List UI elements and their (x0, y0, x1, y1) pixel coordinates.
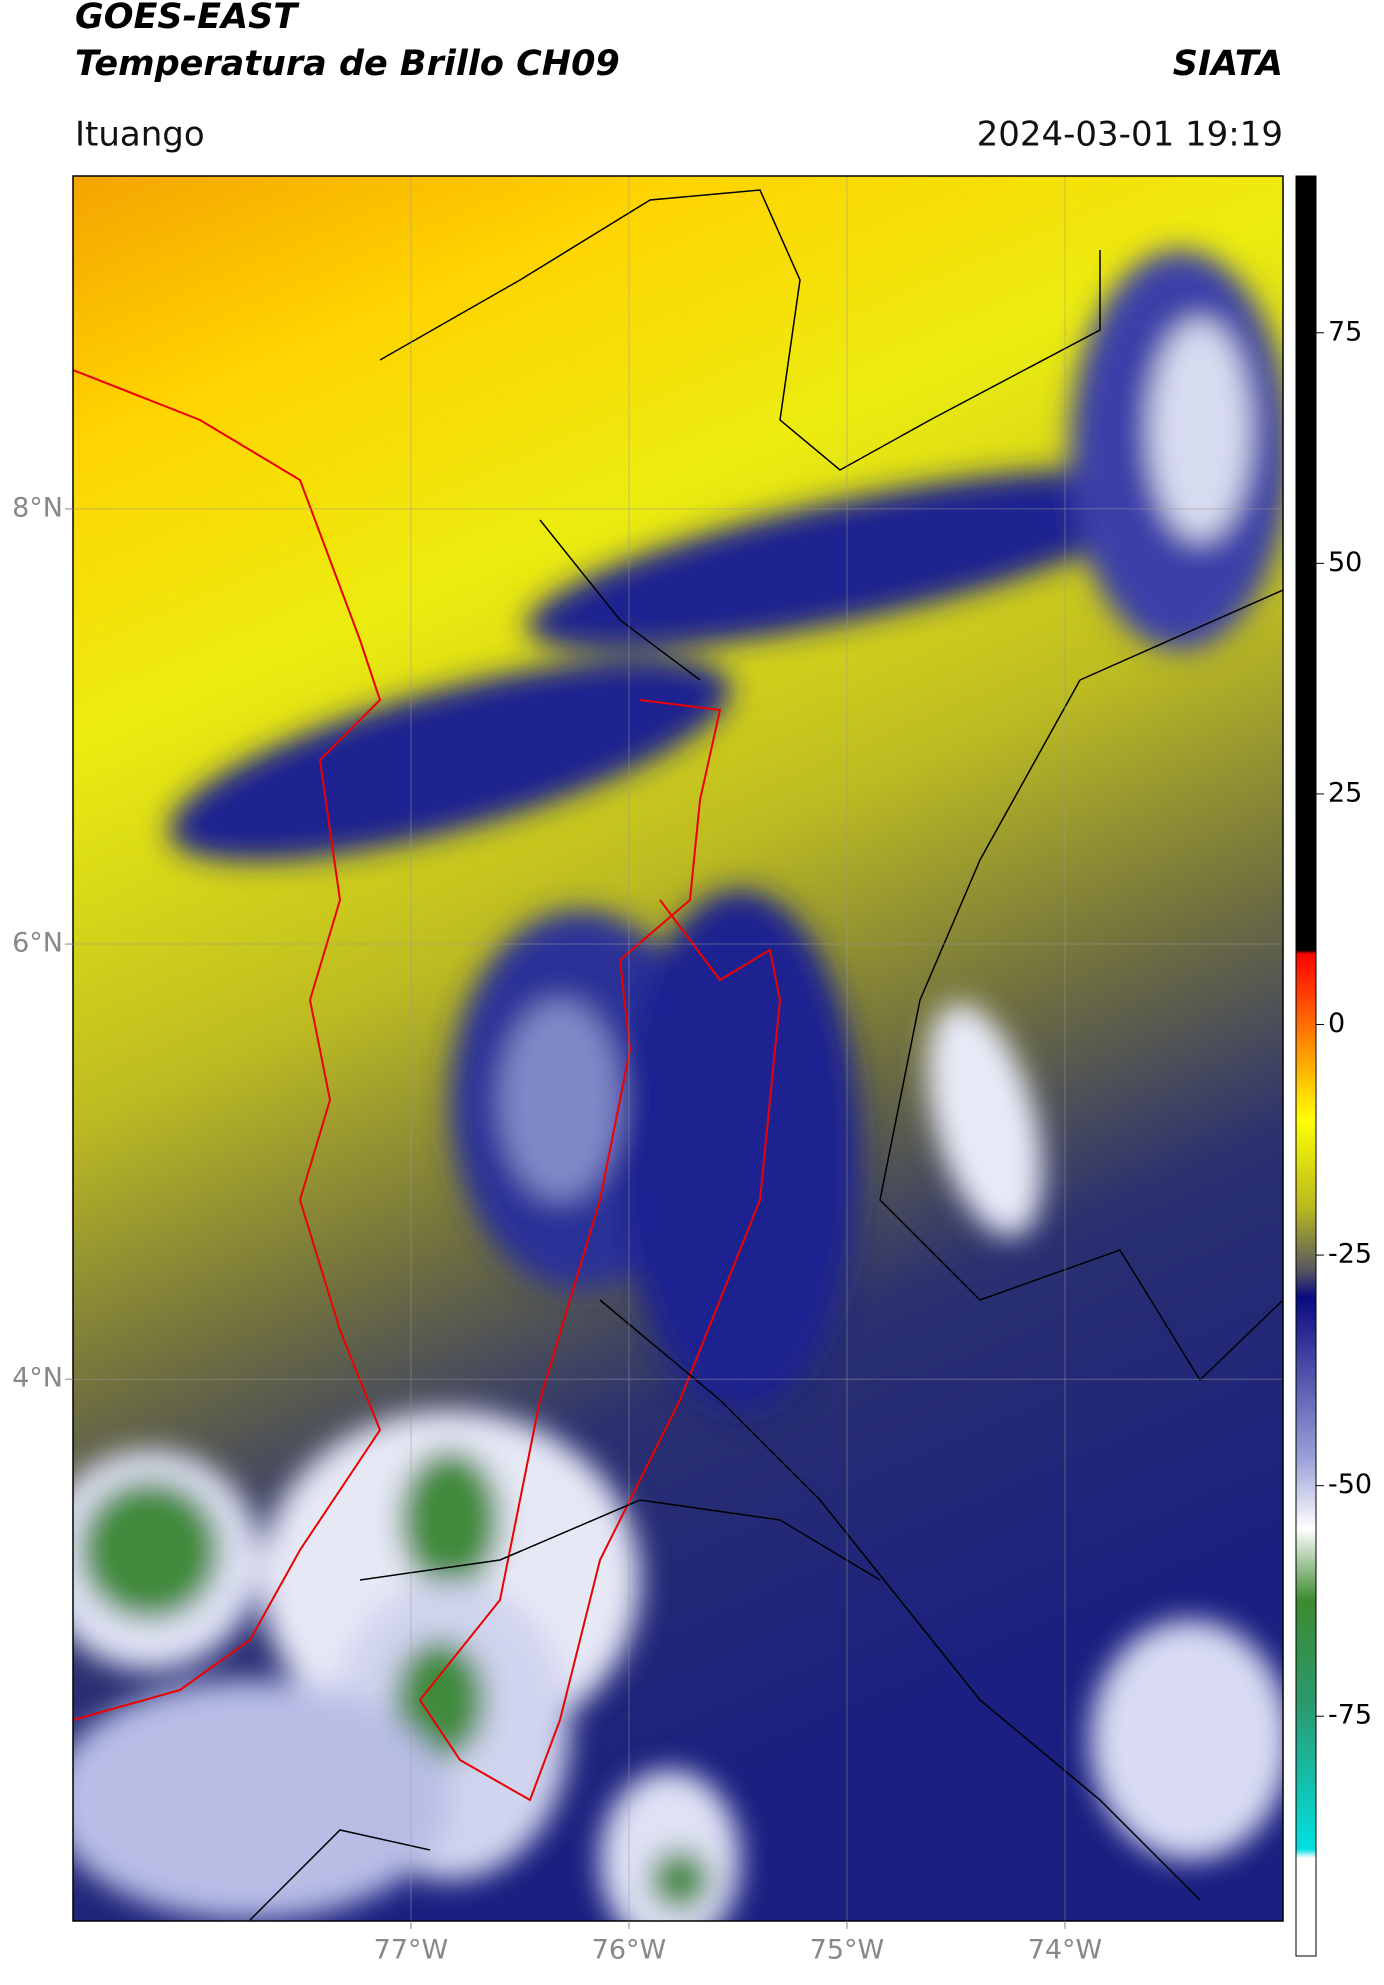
datetime: 2024-03-01 19:19 (977, 115, 1283, 155)
satellite-image (73, 176, 1283, 1921)
y-tick-label: 8°N (12, 492, 63, 523)
colorbar-tick-label: 50 (1328, 547, 1362, 578)
subtitle: Temperatura de Brillo CH09 (75, 44, 620, 84)
colorbar-tick-label: 75 (1328, 316, 1362, 347)
y-tick-label: 4°N (12, 1363, 63, 1394)
colorbar-tick-label: 0 (1328, 1008, 1345, 1039)
source: SIATA (1173, 44, 1283, 84)
colorbar (1295, 175, 1317, 1957)
colorbar-tick-label: -75 (1328, 1700, 1372, 1731)
x-tick-label: 76°W (592, 1935, 667, 1966)
colorbar-tick-label: 25 (1328, 777, 1362, 808)
map-frame (72, 175, 1284, 1922)
x-tick-label: 77°W (374, 1935, 449, 1966)
colorbar-tick-label: -25 (1328, 1239, 1372, 1270)
title: GOES-EAST (75, 0, 300, 37)
x-tick-label: 74°W (1028, 1935, 1103, 1966)
x-tick-label: 75°W (810, 1935, 885, 1966)
y-tick-label: 6°N (12, 928, 63, 959)
location: Ituango (75, 115, 205, 155)
colorbar-tick-label: -50 (1328, 1469, 1372, 1500)
